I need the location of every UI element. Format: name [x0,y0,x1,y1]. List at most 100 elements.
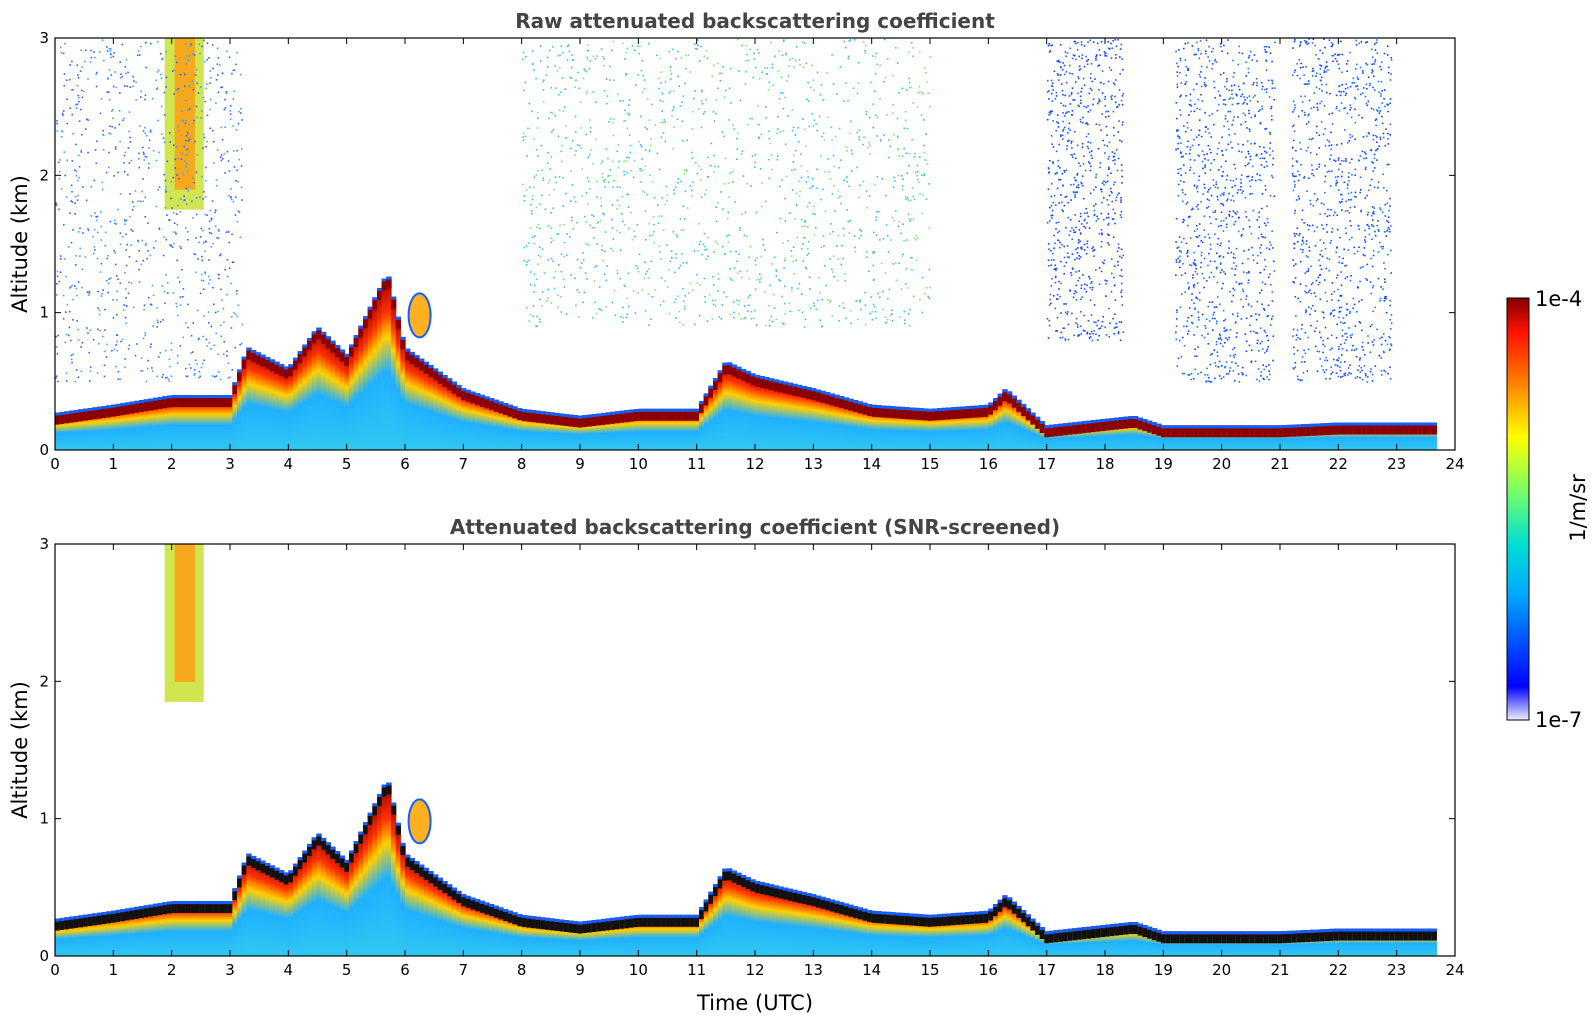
noise-pixel [193,181,195,184]
noise-pixel [1222,72,1225,74]
noise-pixel [1244,121,1247,123]
boundary-layer-column [1067,422,1073,450]
noise-pixel [1225,217,1227,219]
noise-pixel [131,201,134,203]
noise-pixel [127,147,130,149]
noise-pixel [1340,193,1343,196]
noise-pixel [638,52,640,55]
noise-pixel [201,362,204,365]
noise-pixel [125,264,128,267]
noise-pixel [1222,309,1225,312]
noise-pixel [648,324,650,326]
noise-pixel [1271,80,1274,82]
noise-pixel [176,174,178,176]
boundary-layer-column [629,409,635,450]
noise-pixel [843,179,846,182]
noise-pixel [109,50,111,52]
noise-pixel [1100,325,1103,327]
noise-pixel [1087,111,1090,113]
noise-pixel [1064,196,1067,198]
noise-pixel [611,204,614,206]
noise-pixel [1100,212,1103,215]
noise-pixel [559,54,561,57]
noise-pixel [86,118,88,121]
layer-edge [1385,422,1391,426]
noise-pixel [626,297,629,300]
noise-pixel [56,353,59,355]
noise-pixel [177,276,179,279]
noise-pixel [191,80,194,82]
noise-pixel [854,246,856,249]
noise-pixel [1234,212,1236,214]
noise-pixel [1222,282,1224,285]
noise-pixel [1051,82,1054,85]
noise-pixel [178,177,180,180]
layer-edge [386,276,392,280]
noise-pixel [746,270,749,272]
noise-pixel [194,372,196,375]
noise-pixel [897,174,900,177]
noise-pixel [792,161,795,163]
noise-pixel [1265,247,1268,249]
noise-pixel [732,301,735,303]
noise-pixel [1070,92,1073,94]
noise-pixel [152,294,155,297]
noise-pixel [1051,85,1053,87]
noise-pixel [1054,204,1057,206]
layer-edge [507,404,513,408]
boundary-layer-column [759,376,765,450]
layer-edge [190,395,196,399]
aerosol-layer-band [479,397,485,407]
noise-pixel [110,277,112,279]
noise-pixel [130,282,133,284]
noise-pixel [716,62,719,65]
noise-pixel [539,256,542,258]
aerosol-layer-band [521,412,527,422]
noise-pixel [1299,260,1302,263]
aerosol-layer-band [848,401,854,411]
noise-pixel [1261,88,1263,91]
layer-edge [143,399,149,403]
boundary-layer-column [899,406,905,450]
noise-pixel [1303,349,1305,352]
noise-pixel [115,344,117,346]
noise-pixel [593,215,595,217]
aerosol-layer-band [769,381,775,391]
noise-pixel [209,108,211,111]
noise-pixel [1063,204,1066,207]
aerosol-layer-band [1245,428,1251,438]
noise-pixel [1219,263,1222,266]
noise-pixel [644,273,647,275]
noise-pixel [115,223,117,225]
noise-pixel [640,69,643,72]
noise-pixel [717,272,720,275]
noise-pixel [1108,155,1110,158]
noise-pixel [729,172,732,174]
noise-pixel [219,254,221,257]
noise-pixel [548,179,551,181]
noise-pixel [1198,134,1200,136]
noise-pixel [1232,119,1235,122]
noise-pixel [142,146,144,149]
noise-pixel [582,301,584,304]
noise-pixel [1271,60,1273,63]
boundary-layer-column [419,358,425,450]
noise-pixel [1057,59,1060,62]
aerosol-layer-band [423,364,429,374]
layer-edge [587,414,593,418]
noise-pixel [1096,215,1099,218]
noise-pixel [100,211,102,213]
noise-pixel [916,178,919,181]
layer-edge [92,407,98,411]
layer-edge [848,398,854,402]
noise-pixel [1095,173,1098,176]
noise-pixel [1265,59,1267,61]
noise-pixel [800,153,802,155]
noise-pixel [813,89,815,92]
noise-pixel [1259,271,1261,274]
boundary-layer-column [1212,425,1218,450]
aerosol-layer-band [1030,415,1036,425]
noise-pixel [1119,73,1121,75]
noise-pixel [781,322,784,325]
noise-pixel [700,126,703,129]
